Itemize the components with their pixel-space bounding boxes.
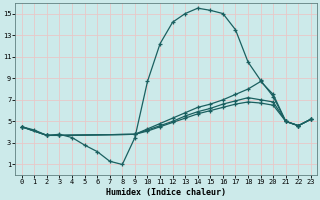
X-axis label: Humidex (Indice chaleur): Humidex (Indice chaleur): [106, 188, 226, 197]
